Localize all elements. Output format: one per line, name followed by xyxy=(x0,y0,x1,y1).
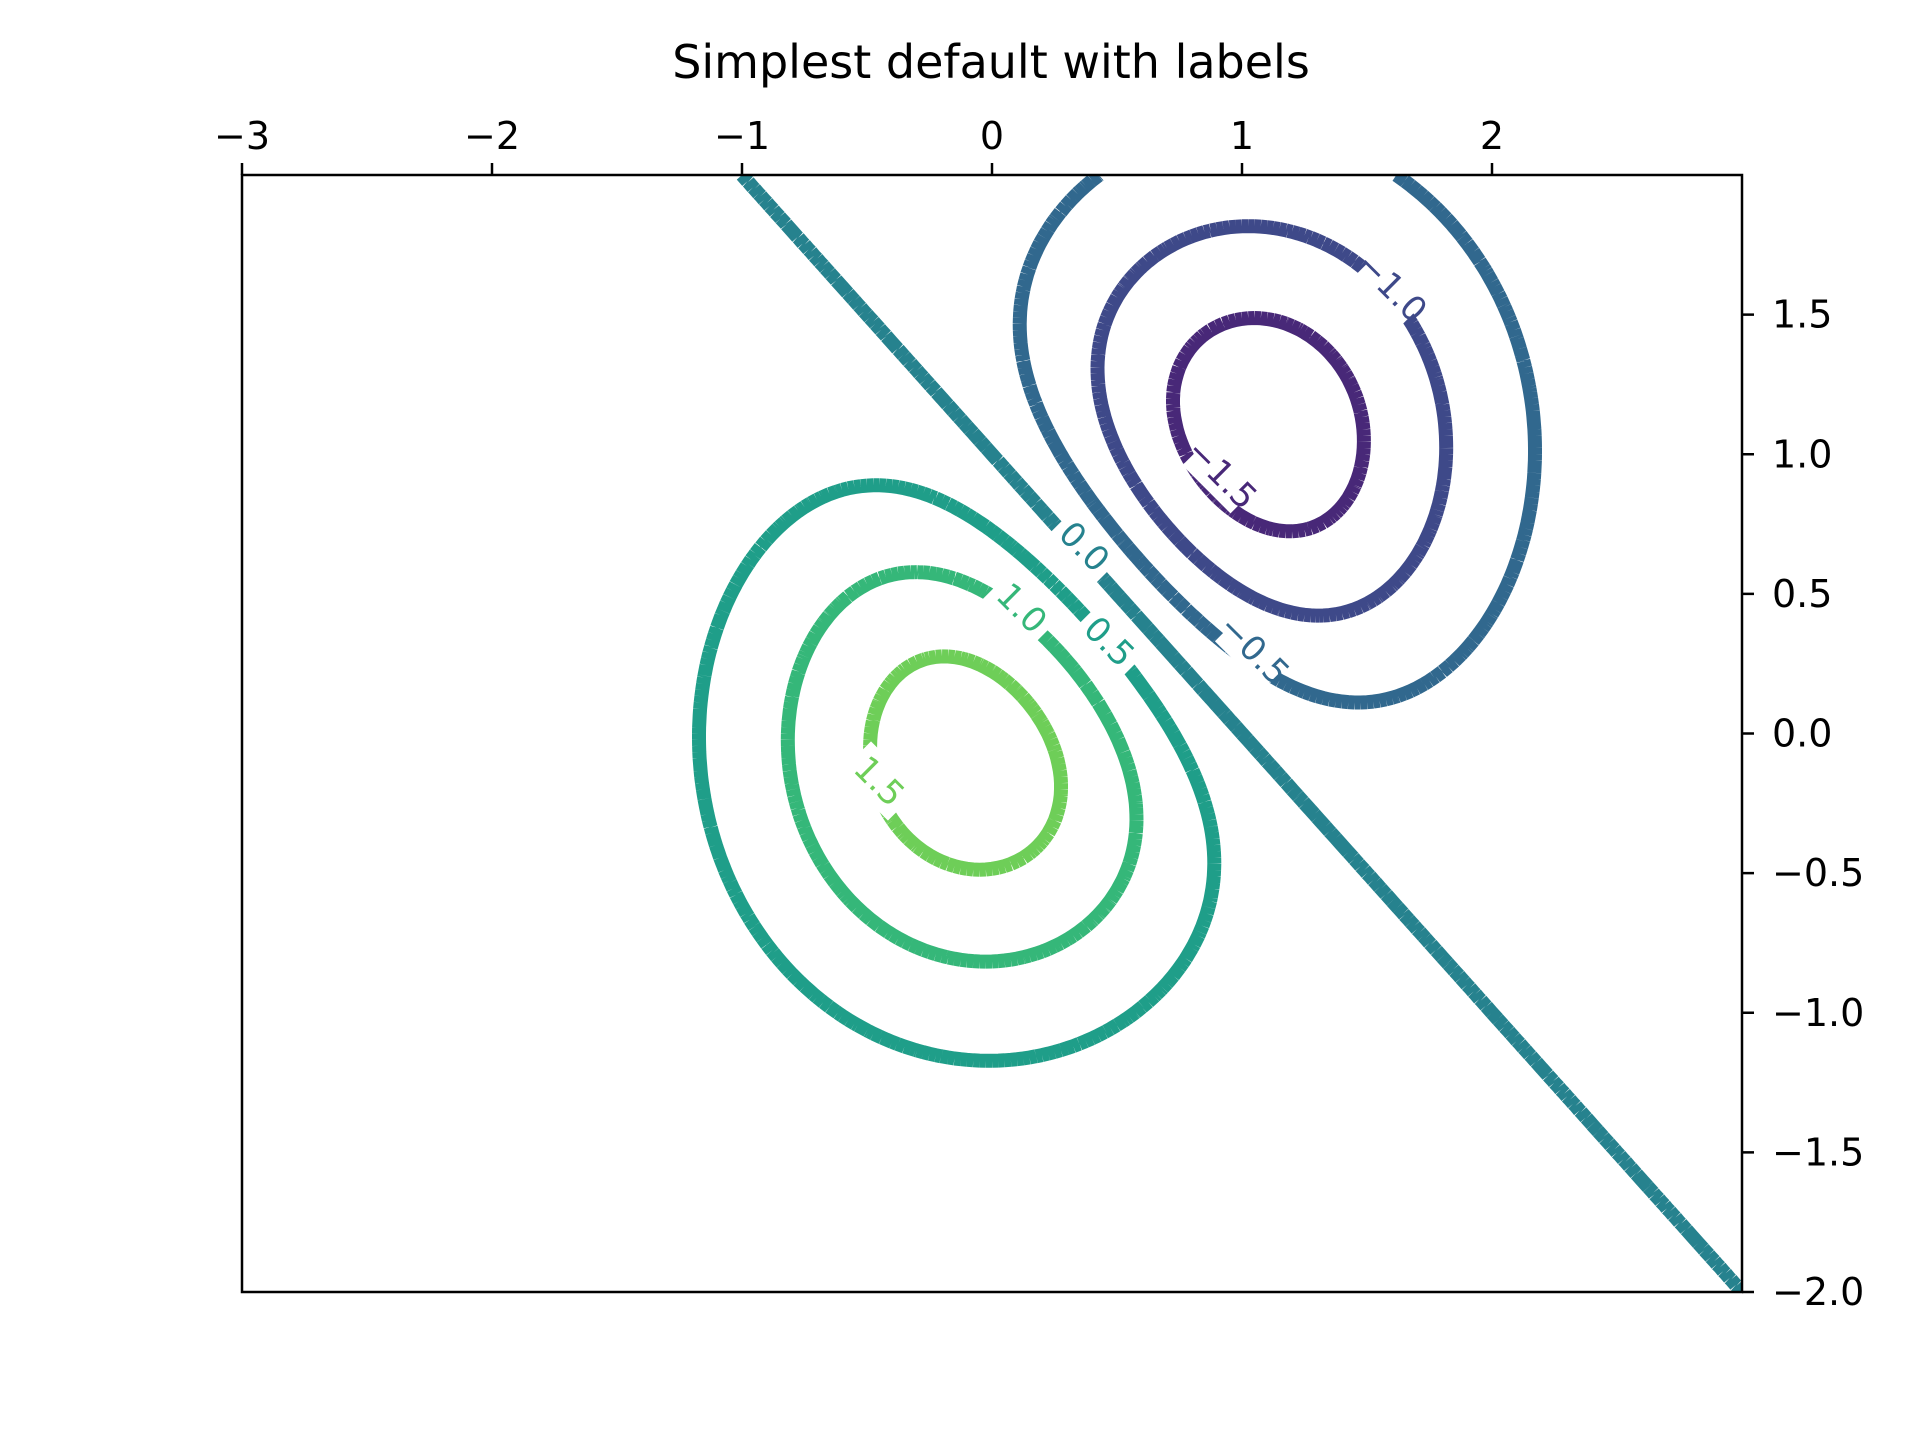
contour-line xyxy=(1012,175,1542,710)
contour-label-gap xyxy=(1044,506,1125,587)
x-tick-label: −3 xyxy=(214,114,270,158)
contour-line xyxy=(1090,219,1454,623)
x-tick-label: −2 xyxy=(464,114,520,158)
contour-line xyxy=(736,175,1742,1292)
y-tick-label: 0.0 xyxy=(1772,712,1832,756)
y-tick-label: −1.5 xyxy=(1772,1130,1864,1174)
x-tick-label: −1 xyxy=(714,114,770,158)
y-tick-label: −1.0 xyxy=(1772,991,1864,1035)
y-tick-label: 1.5 xyxy=(1772,293,1832,337)
x-axis-top: −3 −2 −1 0 1 2 xyxy=(214,114,1504,175)
chart-title: Simplest default with labels xyxy=(672,35,1310,89)
contour-label-gap xyxy=(1352,247,1432,327)
contour-label-gap xyxy=(839,741,920,821)
contour-line xyxy=(863,649,1068,877)
contour-label-gap xyxy=(982,568,1062,648)
y-axis-right: 1.5 1.0 0.5 0.0 −0.5 −1.0 −1.5 −2.0 xyxy=(1742,293,1864,1314)
contour-line xyxy=(1166,311,1371,539)
contour-lines xyxy=(692,175,1742,1292)
contour-label-gap xyxy=(1182,434,1262,514)
x-tick-label: 1 xyxy=(1230,114,1254,158)
y-tick-label: 1.0 xyxy=(1772,432,1832,476)
x-tick-label: 0 xyxy=(980,114,1004,158)
contour-label-gap xyxy=(1214,610,1295,690)
x-tick-label: 2 xyxy=(1480,114,1504,158)
y-tick-label: 0.5 xyxy=(1772,572,1832,616)
y-tick-label: −0.5 xyxy=(1772,851,1864,895)
contour-line xyxy=(780,565,1144,969)
contour-label-gap xyxy=(1069,601,1150,681)
contour-labels: −1.5−1.0−0.50.00.51.01.5 xyxy=(839,244,1435,821)
y-tick-label: −2.0 xyxy=(1772,1270,1864,1314)
